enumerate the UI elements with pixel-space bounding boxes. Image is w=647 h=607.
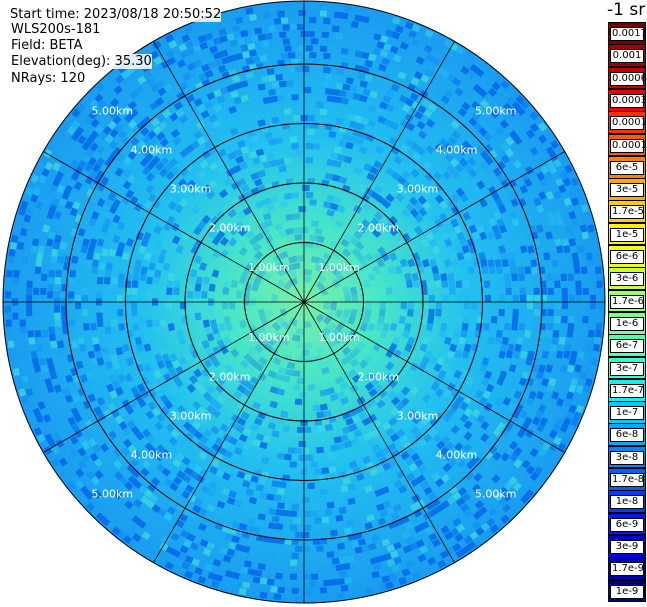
range-label: 3.00km xyxy=(170,409,212,422)
colorbar-label: 1.7e-7 xyxy=(610,383,645,398)
colorbar-label: 1e-5 xyxy=(610,227,644,242)
range-label: 1.00km xyxy=(248,261,290,274)
range-label: 2.00km xyxy=(358,222,400,235)
range-label: 2.00km xyxy=(209,370,251,383)
start-time-text: Start time: 2023/08/18 20:50:52 xyxy=(10,7,222,22)
colorbar-title: -1 sr xyxy=(607,0,646,20)
azimuth-spoke xyxy=(303,41,455,303)
range-label: 1.00km xyxy=(248,331,290,344)
colorbar-label: 1e-9 xyxy=(610,584,644,599)
range-label: 1.00km xyxy=(318,261,360,274)
colorbar-label: 1e-8 xyxy=(610,495,644,510)
range-gate-cells xyxy=(5,3,603,601)
colorbar-label: 3e-6 xyxy=(610,272,644,287)
range-label: 2.00km xyxy=(358,370,400,383)
colorbar-label: 0.001 xyxy=(610,49,644,64)
range-labels: 1.00km 1.00km 1.00km 1.00km 2.00km 2.00km 2.00… xyxy=(92,104,517,500)
range-label: 2.00km xyxy=(209,222,251,235)
azimuth-spoke xyxy=(303,301,565,453)
colorbar-label: 1.7e-6 xyxy=(610,294,645,309)
range-label: 3.00km xyxy=(397,183,439,196)
azimuth-spoke xyxy=(43,151,305,303)
range-label: 4.00km xyxy=(131,449,173,462)
colorbar-label: 1.7e-5 xyxy=(610,205,645,220)
colorbar-label: 0.0003 xyxy=(610,93,647,108)
azimuth-spoke xyxy=(43,301,305,453)
range-label: 5.00km xyxy=(92,104,134,117)
nrays-text: NRays: 120 xyxy=(11,71,86,86)
colorbar-label: 3e-8 xyxy=(610,450,644,465)
field-text: Field: BETA xyxy=(11,38,83,53)
polar-grid xyxy=(3,1,605,603)
range-label: 4.00km xyxy=(131,143,173,156)
range-label: 5.00km xyxy=(475,104,517,117)
range-label: 5.00km xyxy=(92,488,134,501)
colorbar-label: 0.0006 xyxy=(610,71,647,86)
colorbar-label: 0.0001 xyxy=(610,138,647,153)
azimuth-spoke xyxy=(303,301,455,563)
colorbar-label: 6e-5 xyxy=(610,160,644,175)
azimuth-spoke xyxy=(153,41,305,303)
colorbar-label: 1.7e-8 xyxy=(610,473,645,487)
range-label: 5.00km xyxy=(475,488,517,501)
colorbar-label: 0.0017 xyxy=(610,27,647,41)
range-label: 4.00km xyxy=(436,143,478,156)
colorbar-label: 6e-6 xyxy=(610,250,644,264)
range-label: 4.00km xyxy=(436,449,478,462)
colorbar-label: 6e-7 xyxy=(610,339,644,354)
colorbar-label: 3e-9 xyxy=(610,539,644,554)
azimuth-spoke xyxy=(303,151,565,303)
colorbar-label: 0.00017 xyxy=(610,116,647,131)
colorbar-label: 1e-7 xyxy=(610,406,644,421)
colorbar-label: 6e-9 xyxy=(610,517,644,532)
range-label: 3.00km xyxy=(397,409,439,422)
range-label: 3.00km xyxy=(170,183,212,196)
instrument-text: WLS200s-181 xyxy=(11,22,101,37)
colorbar-label: 3e-5 xyxy=(610,183,644,198)
colorbar-label: 3e-7 xyxy=(610,361,644,376)
range-label: 1.00km xyxy=(318,331,360,344)
azimuth-spoke xyxy=(153,301,305,563)
elevation-text: Elevation(deg): 35.30 xyxy=(11,54,152,69)
colorbar-label: 6e-8 xyxy=(610,428,644,443)
colorbar-label: 1e-6 xyxy=(610,316,644,331)
colorbar-label: 1.7e-9 xyxy=(610,562,645,577)
